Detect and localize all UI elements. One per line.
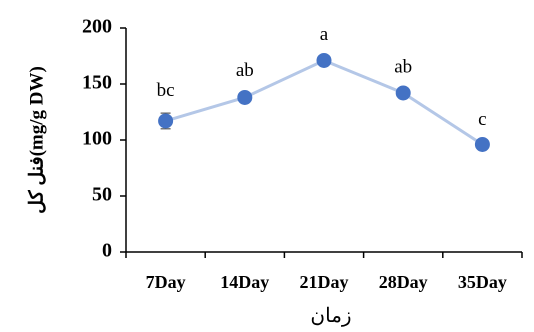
x-ticks: 7Day 14Day 21Day 28Day 35Day [125, 252, 523, 292]
y-tick-label: 50 [92, 184, 112, 206]
data-point [237, 89, 253, 105]
series-line [165, 58, 484, 146]
y-tick-label: 150 [82, 72, 112, 94]
data-label: bc [157, 80, 175, 101]
x-tick-label: 7Day [146, 272, 186, 292]
y-ticks: 0 50 100 150 200 [82, 16, 126, 262]
data-label: a [320, 24, 329, 45]
data-point [158, 113, 174, 129]
x-axis-label: زمان [310, 305, 351, 327]
x-tick-label: 35Day [458, 272, 507, 292]
y-axis-label: فنل کل(mg/g DW) [26, 66, 47, 214]
data-label: c [478, 109, 486, 130]
y-tick-label: 100 [82, 128, 112, 150]
x-tick-label: 21Day [300, 272, 349, 292]
y-tick-label: 0 [102, 240, 112, 262]
data-label: ab [394, 57, 412, 78]
data-label: ab [236, 60, 254, 81]
x-tick-label: 28Day [379, 272, 428, 292]
series: bc ab a ab c [157, 24, 490, 152]
data-point [395, 85, 411, 101]
data-point [316, 52, 332, 68]
y-tick-label: 200 [82, 16, 112, 38]
x-tick-label: 14Day [220, 272, 269, 292]
data-point [474, 136, 490, 152]
